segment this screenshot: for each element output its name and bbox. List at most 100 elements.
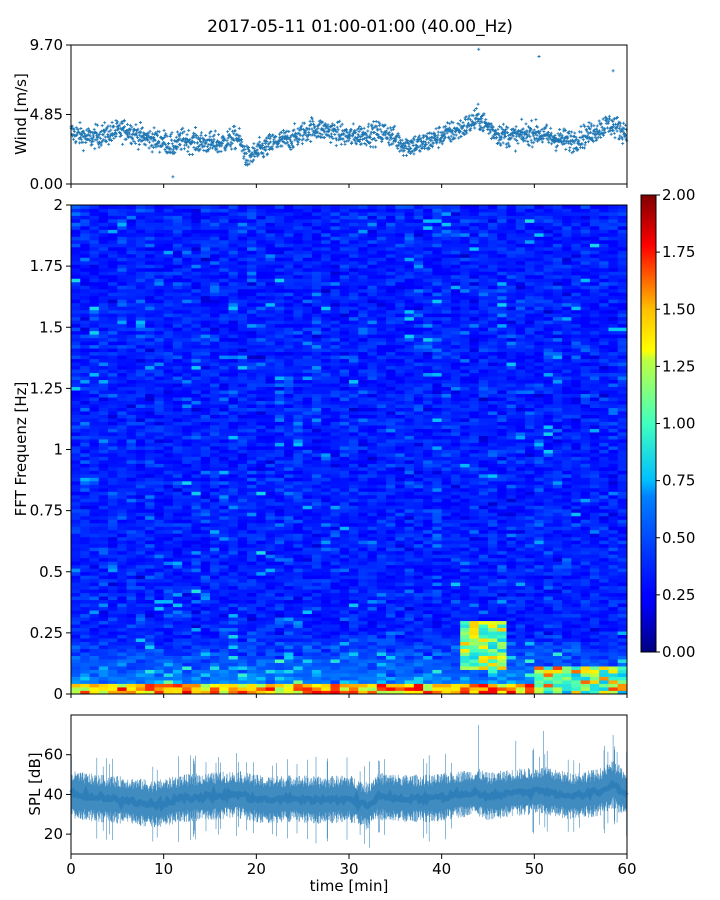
spectrogram-cell: [200, 309, 211, 314]
spectrogram-cell: [247, 320, 257, 325]
spectrogram-cell: [172, 526, 183, 531]
spectrogram-cell: [237, 414, 248, 419]
spectrogram-cell: [339, 334, 350, 339]
spectrogram-cell: [145, 250, 155, 255]
spectrogram-cell: [330, 606, 341, 611]
spectrogram-cell: [358, 295, 368, 300]
spectrogram-cell: [284, 239, 294, 244]
spectrogram-cell: [339, 613, 350, 618]
spectrogram-cell: [311, 260, 322, 265]
spectrogram-cell: [302, 330, 313, 335]
spectrogram-cell: [311, 299, 322, 304]
spectrogram-cell: [284, 264, 294, 269]
spectrogram-cell: [108, 376, 118, 381]
spectrogram-cell: [339, 666, 350, 670]
spectrogram-cell: [210, 659, 220, 663]
spectrogram-cell: [89, 243, 100, 248]
spectrogram-cell: [321, 393, 331, 398]
spectrogram-cell: [311, 603, 322, 608]
spectrogram-cell: [349, 676, 359, 681]
spectrogram-cell: [154, 365, 165, 370]
spectrogram-cell: [330, 652, 341, 656]
spectrogram-cell: [237, 379, 248, 384]
spectrogram-cell: [330, 683, 341, 688]
spectrogram-cell: [163, 421, 174, 426]
spectrogram-cell: [200, 435, 211, 440]
spectrogram-cell: [126, 690, 137, 695]
spectrogram-cell: [80, 400, 90, 405]
spectrogram-cell: [293, 264, 304, 269]
spectrogram-cell: [135, 348, 146, 353]
spectrogram-cell: [71, 376, 81, 381]
spectrogram-cell: [330, 337, 341, 342]
spectrogram-cell: [256, 285, 266, 290]
spectrogram-cell: [376, 501, 387, 506]
spectrogram-cell: [135, 302, 146, 307]
spectrogram-cell: [163, 330, 174, 335]
spectrogram-cell: [284, 526, 294, 531]
spectrogram-cell: [367, 285, 378, 290]
spectrogram-cell: [80, 358, 90, 363]
spectrogram-cell: [172, 550, 183, 555]
spectrogram-cell: [71, 641, 81, 646]
spectrogram-cell: [367, 446, 378, 450]
spectrogram-cell: [210, 379, 220, 384]
spectrogram-cell: [200, 592, 211, 597]
spectrogram-cell: [98, 620, 109, 625]
spectrogram-cell: [284, 243, 294, 248]
spectrogram-cell: [117, 659, 127, 663]
spectrogram-cell: [256, 627, 266, 632]
spectrogram-cell: [89, 320, 100, 325]
spectrogram-cell: [163, 404, 174, 408]
spectrogram-cell: [126, 446, 137, 450]
spectrogram-cell: [98, 288, 109, 293]
spectrogram-cell: [302, 215, 313, 220]
spectrogram-cell: [274, 512, 285, 517]
spectrogram-cell: [89, 400, 100, 405]
spectrogram-cell: [330, 250, 341, 255]
spectrogram-cell: [284, 613, 294, 618]
spectrogram-cell: [274, 690, 285, 695]
spectrogram-cell: [284, 459, 294, 464]
spectrogram-cell: [71, 425, 81, 429]
spectrogram-cell: [367, 627, 378, 632]
spectrogram-cell: [376, 404, 387, 408]
spectrogram-cell: [219, 218, 229, 223]
spectrogram-cell: [265, 386, 276, 391]
spectrogram-cell: [237, 411, 248, 415]
spectrogram-cell: [321, 372, 331, 377]
spectrogram-cell: [145, 501, 155, 506]
spectrogram-cell: [237, 529, 248, 534]
spectrogram-cell: [172, 627, 183, 632]
spectrogram-cell: [330, 390, 341, 395]
spectrogram-cell: [274, 320, 285, 325]
spectrogram-cell: [349, 648, 359, 653]
spectrogram-cell: [200, 341, 211, 346]
spectrogram-cell: [349, 372, 359, 377]
spectrogram-cell: [108, 501, 118, 506]
spectrogram-cell: [395, 529, 405, 534]
spectrogram-cell: [80, 645, 90, 649]
spectrogram-cell: [237, 624, 248, 629]
spectrogram-cell: [191, 407, 202, 412]
spectrogram-cell: [117, 302, 127, 307]
spectrogram-cell: [80, 362, 90, 367]
spectrogram-cell: [339, 222, 350, 227]
spectrogram-cell: [293, 666, 304, 670]
spectrogram-cell: [358, 327, 368, 332]
spectrogram-cell: [265, 264, 276, 269]
spectrogram-cell: [311, 292, 322, 297]
spectrogram-cell: [200, 372, 211, 377]
spectrogram-cell: [210, 407, 220, 412]
spectrogram-cell: [302, 624, 313, 629]
spectrogram-cell: [237, 218, 248, 223]
spectrogram-cell: [172, 564, 183, 569]
spectrogram-cell: [358, 655, 368, 660]
spectrogram-cell: [80, 627, 90, 632]
spectrogram-cell: [265, 446, 276, 450]
spectrogram-cell: [210, 211, 220, 216]
spectrogram-cell: [293, 606, 304, 611]
spectrogram-cell: [135, 659, 146, 663]
spectrogram-cell: [200, 645, 211, 649]
